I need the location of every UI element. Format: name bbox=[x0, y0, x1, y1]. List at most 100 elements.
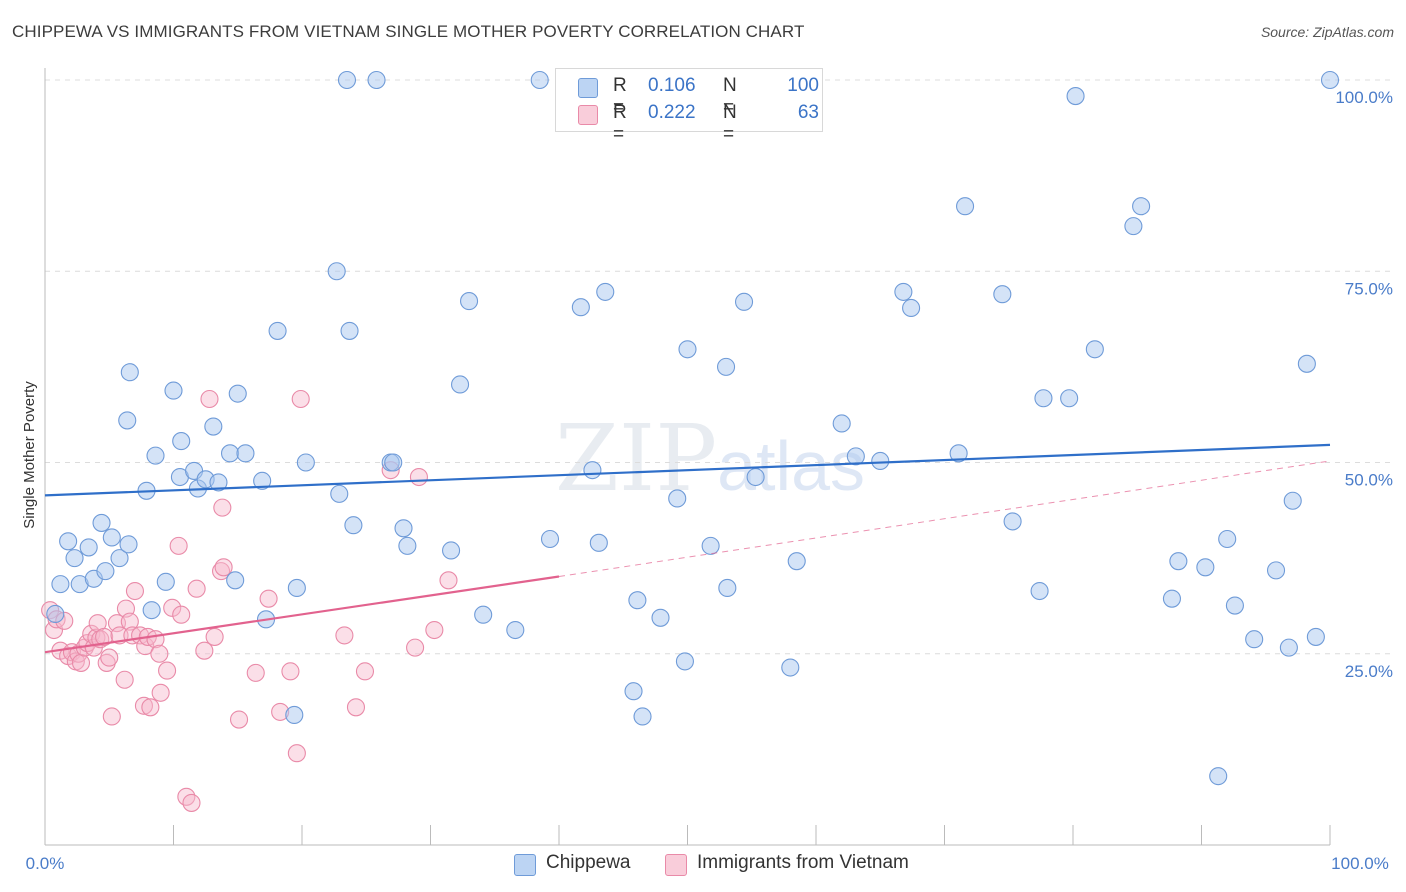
data-point-chippewa bbox=[583, 461, 602, 480]
trend-extension-vietnam bbox=[558, 460, 1331, 577]
data-point-chippewa bbox=[367, 70, 386, 90]
data-point-chippewa bbox=[668, 489, 687, 508]
data-point-vietnam bbox=[141, 698, 160, 717]
tick-labels: 25.0% 50.0% 75.0% 100.0% 0.0% 100.0% Single Mo… bbox=[21, 88, 1393, 873]
data-point-vietnam bbox=[281, 662, 300, 681]
trend-line-vietnam bbox=[44, 575, 560, 654]
data-point-chippewa bbox=[1306, 627, 1325, 646]
data-point-chippewa bbox=[96, 562, 115, 581]
watermark-zip: ZIP bbox=[555, 405, 718, 512]
data-point-chippewa bbox=[296, 453, 315, 472]
watermark: ZIPatlas bbox=[555, 405, 865, 512]
data-point-chippewa bbox=[92, 513, 111, 532]
trend-lines bbox=[44, 443, 1331, 654]
data-point-chippewa bbox=[340, 321, 359, 340]
legend-r-label: R = bbox=[613, 75, 627, 118]
y-tick-label: 25.0% bbox=[1345, 662, 1393, 681]
data-point-vietnam bbox=[169, 536, 188, 555]
data-point-vietnam bbox=[134, 696, 153, 715]
data-point-vietnam bbox=[213, 498, 232, 517]
trend-line-chippewa bbox=[44, 443, 1331, 497]
data-point-chippewa bbox=[384, 453, 403, 472]
data-point-vietnam bbox=[355, 662, 375, 681]
axes bbox=[44, 68, 1331, 846]
data-point-vietnam bbox=[409, 467, 428, 487]
data-point-chippewa bbox=[718, 578, 737, 598]
data-point-vietnam bbox=[200, 389, 219, 409]
data-point-vietnam bbox=[172, 605, 191, 624]
legend-n-label: N = bbox=[723, 75, 737, 118]
bottom-legend-swatch-chippewa bbox=[514, 854, 536, 876]
y-tick-label: 50.0% bbox=[1345, 471, 1393, 490]
legend-n-value: 63 bbox=[797, 102, 819, 123]
data-point-chippewa bbox=[624, 682, 643, 701]
bottom-legend-swatch-vietnam bbox=[665, 854, 687, 876]
data-point-vietnam bbox=[259, 589, 278, 608]
data-point-chippewa bbox=[1132, 197, 1151, 216]
data-point-vietnam bbox=[425, 620, 444, 640]
legend-n-value: 100 bbox=[787, 75, 819, 96]
data-point-vietnam bbox=[71, 653, 91, 672]
data-point-chippewa bbox=[1085, 340, 1104, 359]
data-point-chippewa bbox=[398, 536, 417, 555]
data-point-vietnam bbox=[182, 793, 201, 812]
series-chippewa-points bbox=[46, 70, 1340, 786]
data-point-chippewa bbox=[734, 292, 754, 311]
data-point-chippewa bbox=[675, 652, 694, 671]
y-tick-label: 75.0% bbox=[1345, 279, 1393, 298]
data-point-chippewa bbox=[285, 705, 304, 725]
data-point-vietnam bbox=[246, 663, 265, 682]
data-point-chippewa bbox=[871, 451, 890, 471]
data-point-chippewa bbox=[236, 444, 255, 463]
legend-r-label: R = bbox=[613, 102, 627, 145]
data-point-vietnam bbox=[115, 670, 134, 689]
data-point-chippewa bbox=[120, 363, 139, 382]
data-point-chippewa bbox=[394, 519, 413, 538]
data-point-chippewa bbox=[651, 608, 670, 627]
data-point-chippewa bbox=[846, 447, 865, 466]
data-point-vietnam bbox=[150, 644, 169, 663]
data-point-chippewa bbox=[1169, 552, 1188, 571]
data-point-chippewa bbox=[146, 446, 165, 465]
legend-r-value: 0.106 bbox=[648, 75, 696, 96]
data-point-chippewa bbox=[228, 384, 247, 403]
data-point-chippewa bbox=[894, 282, 913, 301]
data-point-vietnam bbox=[214, 558, 233, 577]
y-axis-title: Single Mother Poverty bbox=[21, 381, 38, 529]
data-point-chippewa bbox=[59, 532, 78, 551]
y-tick-label: 100.0% bbox=[1335, 88, 1393, 107]
data-point-chippewa bbox=[1003, 512, 1022, 531]
data-point-vietnam bbox=[100, 648, 119, 667]
data-point-chippewa bbox=[1162, 589, 1181, 608]
data-point-chippewa bbox=[337, 70, 357, 90]
legend-swatch-chippewa bbox=[578, 78, 598, 98]
x-tick-label: 0.0% bbox=[26, 854, 65, 873]
data-point-chippewa bbox=[589, 533, 608, 552]
data-point-vietnam bbox=[187, 579, 206, 598]
legend-r-value: 0.222 bbox=[648, 102, 696, 123]
data-point-chippewa bbox=[51, 575, 70, 594]
data-point-vietnam bbox=[229, 710, 249, 729]
data-point-chippewa bbox=[1066, 87, 1085, 106]
data-point-vietnam bbox=[163, 598, 182, 617]
data-point-vietnam bbox=[151, 683, 170, 702]
data-point-chippewa bbox=[1034, 389, 1053, 408]
data-point-vietnam bbox=[291, 389, 310, 409]
data-point-vietnam bbox=[125, 581, 144, 601]
data-point-chippewa bbox=[459, 292, 479, 311]
source-label: Source: ZipAtlas.com bbox=[1260, 24, 1394, 40]
data-point-chippewa bbox=[474, 605, 493, 624]
legend-n-label: N = bbox=[723, 102, 737, 145]
data-point-chippewa bbox=[268, 321, 287, 340]
data-point-chippewa bbox=[102, 528, 121, 547]
data-point-chippewa bbox=[1245, 630, 1264, 649]
data-point-chippewa bbox=[451, 375, 470, 394]
data-point-chippewa bbox=[1124, 217, 1143, 236]
data-point-chippewa bbox=[1297, 354, 1316, 373]
data-point-vietnam bbox=[335, 626, 354, 645]
data-point-chippewa bbox=[506, 620, 525, 640]
bottom-legend-label: Chippewa bbox=[546, 852, 631, 873]
stats-legend: R = 0.106 N = 100 R = 0.222 N = 63 bbox=[555, 68, 823, 145]
data-point-chippewa bbox=[678, 340, 697, 359]
